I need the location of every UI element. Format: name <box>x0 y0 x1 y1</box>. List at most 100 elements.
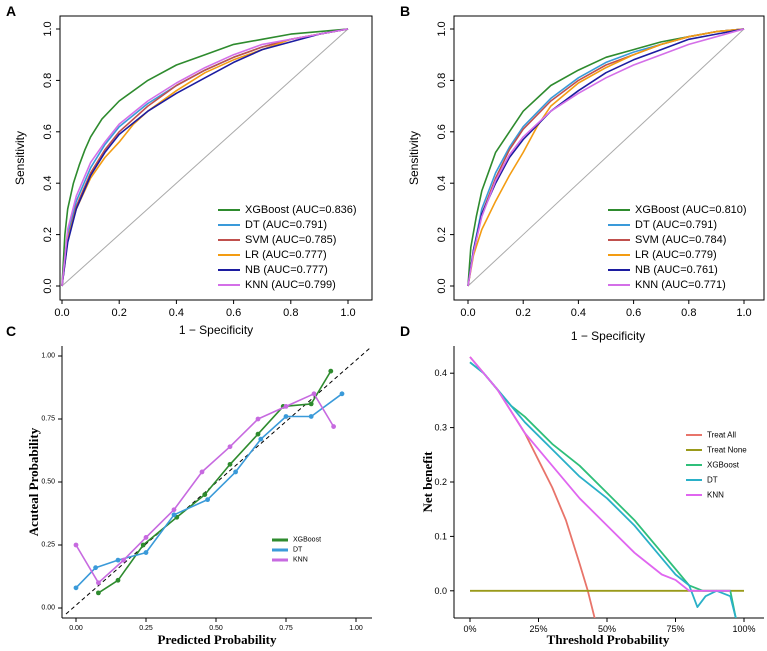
legend-label: SVM (AUC=0.785) <box>245 234 336 246</box>
y-tick-label: 0.8 <box>436 73 448 88</box>
series-line-knn <box>75 392 335 584</box>
x-tick-label: 0.0 <box>54 307 69 319</box>
y-tick-label: 0.4 <box>436 176 448 191</box>
data-point <box>143 535 149 540</box>
x-tick-label: 0.8 <box>681 307 696 319</box>
y-tick-label: 0.0 <box>436 278 448 293</box>
y-tick-label: 0.0 <box>42 278 54 293</box>
data-point <box>311 391 317 397</box>
decision-curve-panel-d: 0% 25% 50% 75% 100% 0.0 0.1 0.2 0.3 0.4 … <box>420 346 764 647</box>
curves-d <box>469 356 744 618</box>
data-point <box>199 469 205 475</box>
x-tick-label: 0.2 <box>112 307 127 319</box>
series-line-dt <box>469 361 737 618</box>
y-tick-label: 1.0 <box>42 21 54 36</box>
y-tick-label: 0.6 <box>42 124 54 139</box>
legend-label: XGBoost (AUC=0.810) <box>635 204 747 216</box>
diagonal-reference-line-c <box>65 347 371 615</box>
x-axis-label-c: Predicted Probability <box>157 632 277 647</box>
x-tick-label: 75% <box>666 624 684 634</box>
y-tick-label: 0.25 <box>41 542 55 549</box>
data-point <box>283 414 289 419</box>
x-tick-label: 0.0 <box>460 307 475 319</box>
x-axis-ticks-b: 0.0 0.2 0.4 0.6 0.8 1.0 <box>460 300 752 319</box>
panel-letter-d: D <box>400 323 410 339</box>
panel-letter-c: C <box>6 323 16 339</box>
roc-panel-a: 0.0 0.2 0.4 0.6 0.8 1.0 0.0 0.2 0.4 0.6 … <box>13 15 373 337</box>
legend-label: SVM (AUC=0.784) <box>635 234 726 246</box>
x-axis-ticks-a: 0.0 0.2 0.4 0.6 0.8 1.0 <box>54 300 356 319</box>
data-point <box>308 401 314 407</box>
series-line-xgboost <box>97 370 332 594</box>
y-tick-label: 0.3 <box>434 423 447 433</box>
legend-label: KNN <box>707 491 724 500</box>
x-tick-label: 0.8 <box>283 307 298 319</box>
data-point <box>140 542 146 548</box>
y-tick-label: 0.75 <box>41 416 55 423</box>
y-axis-ticks-a: 0.0 0.2 0.4 0.6 0.8 1.0 <box>42 21 60 294</box>
data-point <box>205 497 211 503</box>
curves-a <box>61 28 349 287</box>
y-axis-label-d: Net benefit <box>420 451 435 513</box>
calibration-panel-c: 0.00 0.25 0.50 0.75 1.00 0.00 0.25 0.50 … <box>26 346 372 647</box>
x-tick-label: 25% <box>529 624 547 634</box>
x-tick-label: 1.0 <box>736 307 751 319</box>
x-tick-label: 0.4 <box>169 307 184 319</box>
series-line-treat <box>469 356 596 618</box>
series-line-xgboost <box>467 28 745 287</box>
legend-label: XGBoost <box>293 537 321 544</box>
roc-panel-b: 0.0 0.2 0.4 0.6 0.8 1.0 0.0 0.2 0.4 0.6 … <box>407 15 765 343</box>
series-line-nb <box>61 28 349 287</box>
y-tick-label: 0.00 <box>41 605 55 612</box>
legend-label: KNN <box>293 557 308 564</box>
x-axis-label-a: 1 − Specificity <box>179 323 253 337</box>
data-point <box>308 414 314 419</box>
x-tick-label: 0.6 <box>226 307 241 319</box>
legend-label: XGBoost (AUC=0.836) <box>245 204 357 216</box>
panel-letter-b: B <box>400 3 410 19</box>
series-line-xgboost <box>61 28 349 287</box>
x-tick-label: 0.75 <box>279 625 293 632</box>
legend-label: KNN (AUC=0.799) <box>245 279 336 291</box>
data-point <box>115 557 121 563</box>
series-line-knn <box>467 28 745 287</box>
legend-label: LR (AUC=0.779) <box>635 249 717 261</box>
x-tick-label: 0.2 <box>516 307 531 319</box>
y-tick-label: 0.4 <box>434 368 447 378</box>
series-line-knn <box>469 356 731 592</box>
data-point <box>115 577 121 583</box>
data-point <box>339 391 345 397</box>
plot-frame-b <box>453 15 765 301</box>
x-tick-label: 100% <box>732 624 755 634</box>
legend-label: XGBoost <box>707 461 740 470</box>
data-point <box>258 436 264 442</box>
legend-label: KNN (AUC=0.771) <box>635 279 726 291</box>
legend-d: Treat All Treat None XGBoost DT KNN <box>686 431 747 500</box>
y-axis-ticks-d: 0.0 0.1 0.2 0.3 0.4 <box>434 368 454 596</box>
x-axis-ticks-d: 0% 25% 50% 75% 100% <box>463 618 756 634</box>
x-tick-label: 50% <box>598 624 616 634</box>
legend-label: DT (AUC=0.791) <box>635 219 717 231</box>
legend-c: XGBoost DT KNN <box>272 537 321 564</box>
data-point <box>328 368 334 374</box>
plot-frame-a <box>59 15 373 301</box>
y-axis-label-c: Acuteal Probability <box>26 427 41 536</box>
data-point <box>96 580 101 586</box>
data-point <box>255 416 261 422</box>
series-line-lr <box>467 28 745 287</box>
panel-letter-a: A <box>6 3 16 19</box>
legend-label: NB (AUC=0.761) <box>635 264 718 276</box>
y-tick-label: 0.1 <box>434 531 447 541</box>
data-point <box>227 461 233 467</box>
y-tick-label: 1.00 <box>41 353 55 360</box>
data-point <box>73 585 79 591</box>
curves-c <box>73 368 345 596</box>
x-tick-label: 0.25 <box>139 625 153 632</box>
legend-label: DT <box>707 476 718 485</box>
y-tick-label: 0.8 <box>42 73 54 88</box>
y-axis-label-b: Sensitivity <box>407 131 421 185</box>
x-axis-label-b: 1 − Specificity <box>571 329 645 343</box>
legend-label: NB (AUC=0.777) <box>245 264 328 276</box>
